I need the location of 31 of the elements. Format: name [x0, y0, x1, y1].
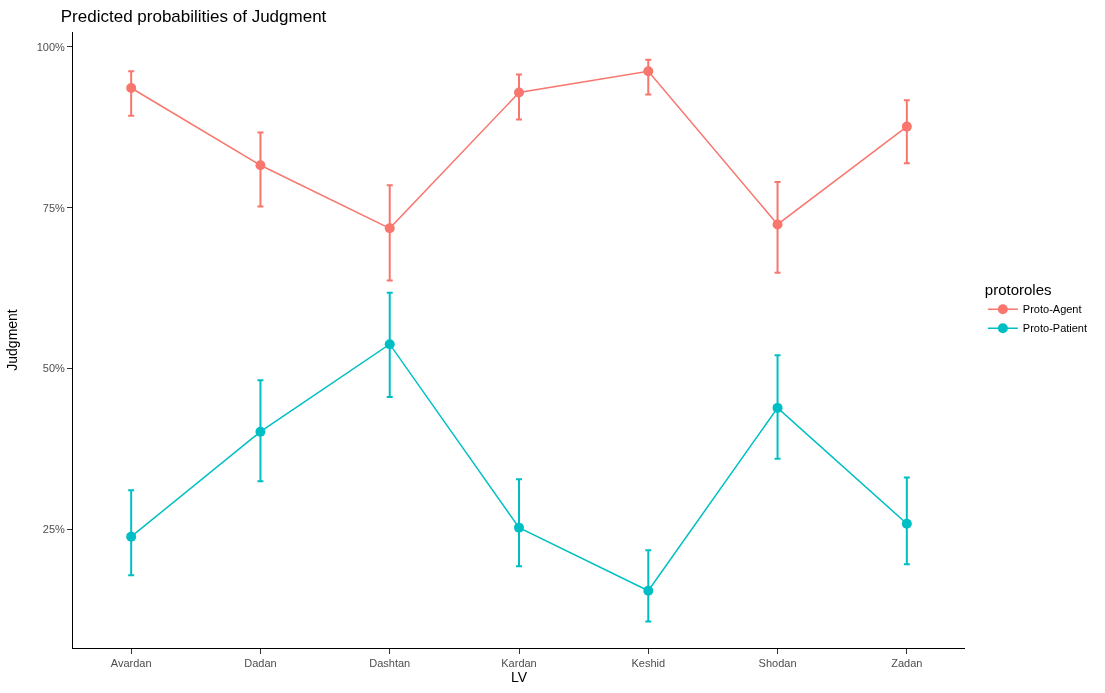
point	[643, 66, 654, 77]
point	[772, 402, 783, 413]
legend-label: Proto-Agent	[1022, 303, 1082, 316]
x-tick-label: Dashtan	[369, 657, 411, 670]
legend-title: protoroles	[984, 280, 1052, 298]
x-axis-title: LV	[510, 669, 528, 686]
point	[126, 531, 137, 542]
legend-label: Proto-Patient	[1022, 322, 1088, 335]
point	[643, 585, 654, 596]
x-tick-label: Kardan	[501, 657, 537, 670]
point	[772, 219, 783, 230]
x-tick-label: Avardan	[110, 657, 152, 670]
point	[514, 522, 524, 533]
point	[255, 160, 266, 171]
x-tick-label: Shodan	[758, 657, 797, 670]
y-tick-label: 100%	[36, 40, 66, 53]
x-tick-label: Dadan	[244, 657, 277, 670]
x-tick-label: Keshid	[631, 657, 666, 670]
y-tick-label: 25%	[42, 523, 65, 536]
point	[901, 121, 912, 132]
point	[901, 518, 912, 529]
point	[255, 426, 266, 437]
x-tick-label: Zadan	[891, 657, 923, 670]
y-tick-label: 50%	[42, 362, 65, 375]
point	[384, 339, 395, 350]
y-tick-label: 75%	[42, 201, 65, 214]
chart-title: Predicted probabilities of Judgment	[60, 7, 327, 27]
y-axis-title: Judgment	[4, 309, 21, 371]
point	[126, 83, 137, 93]
point	[384, 223, 395, 234]
point	[514, 87, 524, 98]
